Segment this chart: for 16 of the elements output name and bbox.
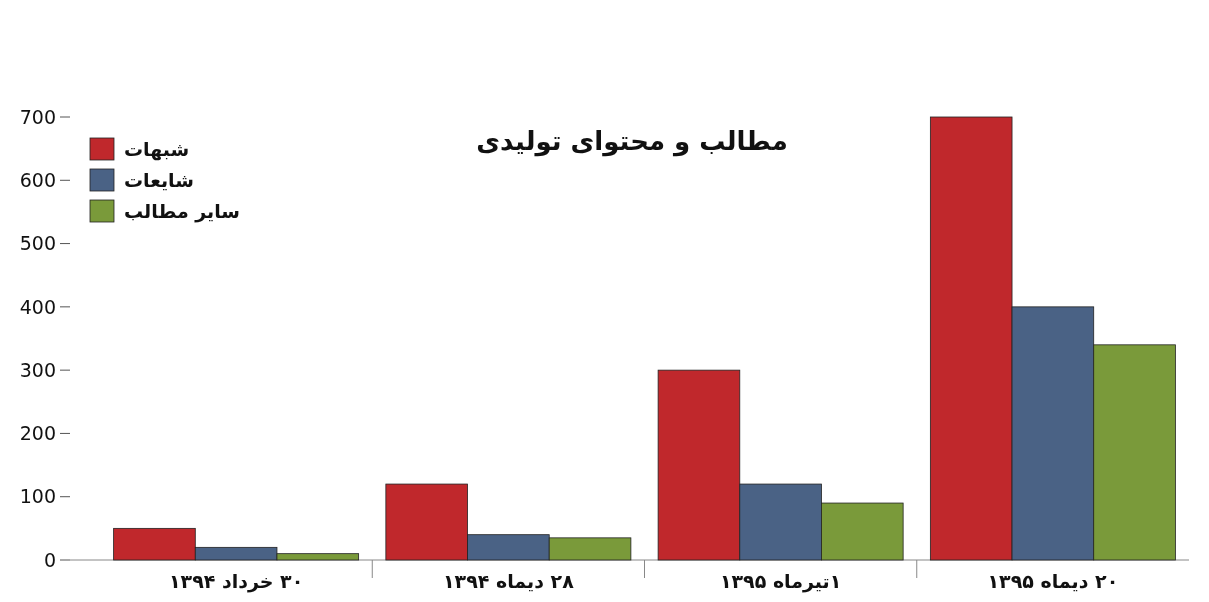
y-tick-label: 300 — [19, 358, 56, 381]
x-tick-label: ۳۰ خرداد ۱۳۹۴ — [168, 570, 304, 593]
y-tick-label: 400 — [19, 295, 56, 318]
y-tick-label: 700 — [19, 105, 56, 128]
chart-title: مطالب و محتوای تولیدی — [476, 126, 788, 157]
y-tick-label: 200 — [19, 422, 56, 445]
y-tick-label: 0 — [43, 548, 56, 571]
x-tick-label: ۲۸ دیماه ۱۳۹۴ — [442, 570, 575, 592]
x-tick-label: ۲۰ دیماه ۱۳۹۵ — [987, 570, 1119, 592]
legend-label: شبهات — [124, 137, 190, 161]
y-tick-label: 100 — [19, 485, 56, 508]
y-tick-label: 500 — [19, 232, 56, 255]
legend-label: سایر مطالب — [124, 199, 241, 223]
x-tick-label: ۱تیرماه ۱۳۹۵ — [719, 570, 842, 593]
legend-label: شایعات — [124, 168, 194, 191]
y-tick-label: 600 — [19, 168, 56, 191]
